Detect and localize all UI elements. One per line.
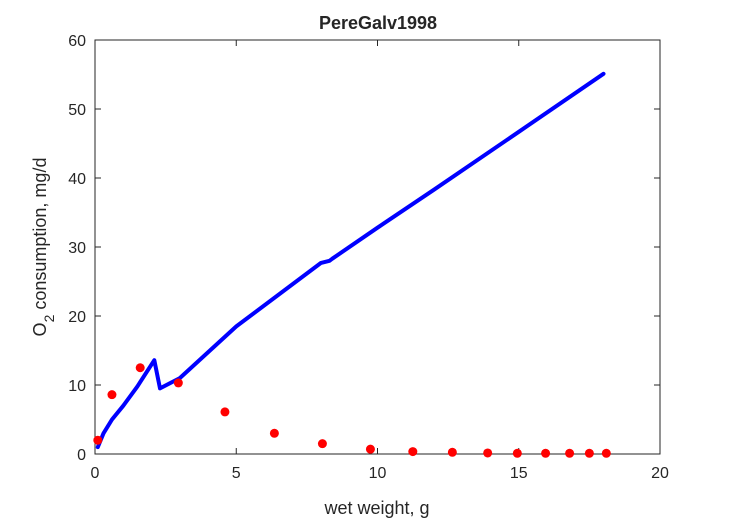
data-point [173,378,183,388]
y-tick-label: 40 [68,171,86,188]
plot-area [94,39,661,455]
data-point [269,428,279,438]
data-point [220,407,230,417]
y-axis-label: O2 consumption, mg/d [30,158,57,337]
x-tick-label: 15 [510,465,528,482]
x-tick-label: 20 [651,465,669,482]
data-point [584,448,594,458]
y-axis-label-subscript: 2 [41,314,57,322]
data-point [541,448,551,458]
y-axis-label-main: O [30,322,50,336]
data-point [512,448,522,458]
data-point [408,447,418,457]
data-point [365,444,375,454]
data-point [447,447,457,457]
y-tick-label: 30 [68,240,86,257]
x-tick-label: 10 [369,465,387,482]
y-tick-label: 0 [77,447,86,464]
y-tick-label: 20 [68,309,86,326]
x-axis-label: wet weight, g [323,498,429,518]
model-line [95,71,606,450]
data-point [601,448,611,458]
y-axis: 0 10 20 30 40 50 60 [68,33,660,464]
y-tick-label: 10 [68,378,86,395]
x-tick-label: 0 [91,465,100,482]
chart-title: PereGalv1998 [319,13,437,33]
y-tick-label: 50 [68,102,86,119]
y-axis-label-rest: consumption, mg/d [30,158,50,315]
data-point [135,363,145,373]
x-axis: 0 5 10 15 20 [91,40,669,482]
series-layer [93,71,611,458]
data-point [317,439,327,449]
x-tick-label: 5 [232,465,241,482]
data-point [565,448,575,458]
data-point [483,448,493,458]
data-point [107,390,117,400]
data-point [93,435,103,445]
y-tick-label: 60 [68,33,86,50]
